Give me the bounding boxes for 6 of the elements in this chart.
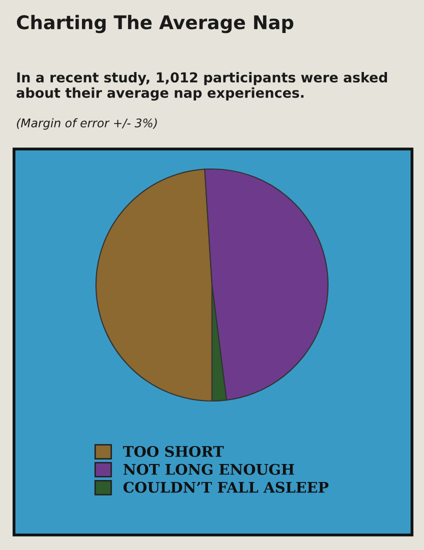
legend-label: COULDN’T FALL ASLEEP (123, 482, 328, 493)
text: (Margin of error +/- 3%) (16, 118, 157, 130)
chart-title: Charting The Average Nap (16, 14, 294, 34)
legend-label: TOO SHORT (123, 446, 224, 457)
legend-label: NOT LONG ENOUGH (124, 464, 294, 475)
chart-subtitle: In a recent study, 1,012 participants were asked about their average nap experiences. (16, 72, 387, 101)
